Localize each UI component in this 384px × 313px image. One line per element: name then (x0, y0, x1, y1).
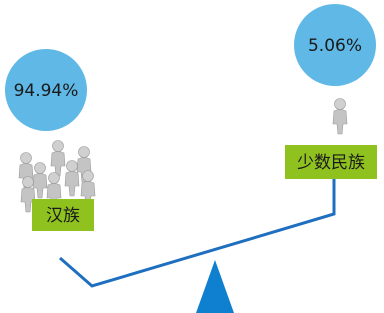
left-percent: 94.94% (14, 81, 79, 101)
right-percent: 5.06% (308, 36, 362, 56)
infographic: 94.94% 5.06% 汉族 少数民族 (0, 0, 384, 313)
balance-beam (60, 176, 334, 286)
minority-person-icon (333, 99, 347, 135)
fulcrum (196, 260, 234, 313)
page: 94.94% 5.06% 汉族 少数民族 (() => { const data… (0, 0, 384, 313)
left-label: 汉族 (46, 206, 80, 226)
right-label: 少数民族 (297, 153, 365, 173)
